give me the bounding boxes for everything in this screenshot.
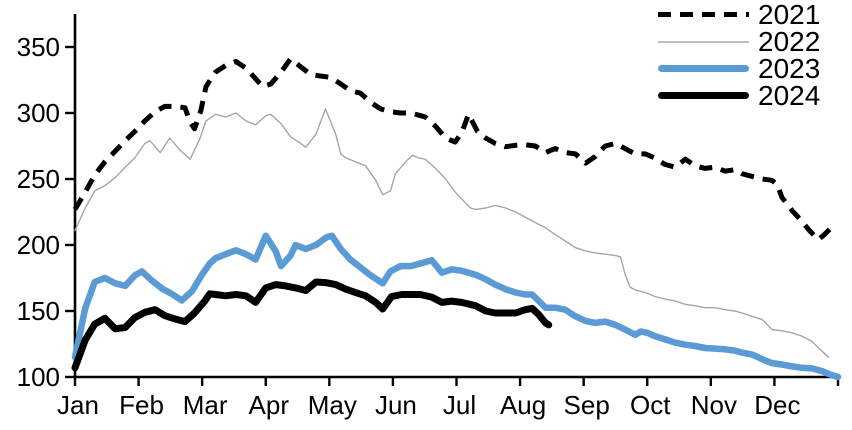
x-axis-month-label: Aug [500,390,546,420]
series-2023-line [71,232,842,381]
series-2024-line [71,278,553,372]
legend-swatch-2024-thick-black-line-icon [658,92,749,99]
y-axis-tick-label: 250 [17,164,60,194]
legend: 2021 2022 2023 2024 [658,0,821,111]
x-axis-month-label: Feb [119,390,164,420]
x-axis-month-label: Mar [183,390,228,420]
x-axis-month-label: Dec [754,390,800,420]
legend-label-2023: 2023 [758,53,821,84]
legend-item-2024: 2024 [658,80,821,111]
x-axis-month-label: Sep [564,390,610,420]
legend-item-2023: 2023 [658,53,821,84]
x-axis-month-label: Nov [691,390,737,420]
y-axis-tick-label: 150 [17,296,60,326]
legend-item-2022: 2022 [658,26,821,57]
y-axis-tick-label: 200 [17,230,60,260]
y-axis-tick-label: 100 [17,362,60,392]
series-2022-line [74,108,830,358]
legend-item-2021: 2021 [658,0,821,30]
legend-swatch-2023-thick-blue-line-icon [658,65,749,72]
legend-swatch-2021-dashed-line-icon [658,12,749,17]
series-2021-line [72,56,837,243]
x-axis-month-label: Apr [249,390,290,420]
x-axis-month-label: Jun [375,390,417,420]
y-axis-tick-label: 350 [17,32,60,62]
legend-label-2022: 2022 [758,26,821,57]
x-axis-month-label: Jan [57,390,99,420]
x-axis-month-label: Oct [630,390,671,420]
legend-label-2021: 2021 [758,0,821,30]
y-axis-tick-label: 300 [17,98,60,128]
x-axis-month-label: May [308,390,357,420]
legend-swatch-2022-thin-gray-line-icon [658,40,749,43]
x-axis-month-label: Jul [443,390,476,420]
legend-label-2024: 2024 [758,80,821,111]
